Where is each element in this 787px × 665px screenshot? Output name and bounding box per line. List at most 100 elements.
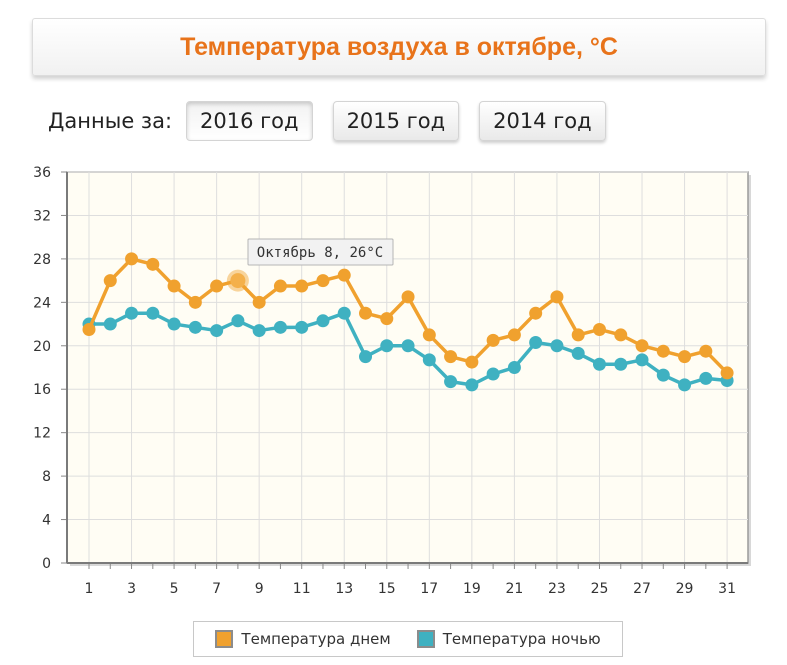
data-point-day: [486, 333, 500, 347]
data-point-day: [720, 366, 734, 380]
legend-swatch-night: [416, 630, 435, 648]
data-point-day: [125, 252, 139, 266]
x-tick-label: 25: [591, 581, 609, 597]
year-button-2014[interactable]: 2014 год: [479, 101, 606, 141]
y-tick-label: 0: [42, 556, 51, 572]
data-point-night: [401, 339, 415, 353]
data-point-day: [592, 322, 606, 336]
data-point-day: [529, 306, 543, 320]
tooltip-text: Октябрь 8, 26°C: [257, 245, 383, 261]
y-tick-label: 24: [33, 295, 51, 311]
data-point-night: [550, 339, 564, 353]
chart-legend: Температура днем Температура ночью: [193, 621, 623, 657]
data-point-night: [486, 367, 500, 381]
x-tick-label: 31: [718, 581, 736, 597]
data-point-day: [444, 350, 458, 364]
legend-swatch-day: [215, 630, 234, 648]
title-bar: Температура воздуха в октябре, °C: [32, 18, 766, 76]
data-point-day: [614, 328, 628, 342]
data-point-day: [337, 268, 351, 282]
legend-item-day[interactable]: Температура днем: [215, 630, 391, 648]
data-point-day: [103, 274, 117, 288]
data-point-day: [167, 279, 181, 293]
legend-item-night[interactable]: Температура ночью: [416, 630, 601, 648]
data-point-night: [273, 320, 287, 334]
x-tick-label: 7: [212, 581, 221, 597]
data-point-night: [359, 350, 373, 364]
x-tick-label: 15: [378, 581, 396, 597]
data-point-night: [252, 324, 266, 338]
data-point-day: [146, 257, 160, 271]
legend-label-night: Температура ночью: [442, 630, 601, 648]
plot-area: [66, 171, 749, 564]
data-point-day: [252, 295, 266, 309]
data-point-night: [614, 357, 628, 371]
data-point-day: [295, 279, 309, 293]
data-point-day: [550, 290, 564, 304]
data-point-night: [337, 306, 351, 320]
data-point-day: [699, 344, 713, 358]
data-point-day: [465, 355, 479, 369]
legend-label-day: Температура днем: [241, 630, 391, 648]
x-tick-label: 9: [255, 581, 264, 597]
y-tick-label: 28: [33, 252, 51, 268]
y-tick-label: 8: [42, 469, 51, 485]
data-point-night: [529, 336, 543, 350]
data-point-night: [507, 361, 521, 374]
data-point-night: [210, 324, 224, 338]
x-tick-label: 1: [85, 581, 94, 597]
year-selector: Данные за: 2016 год 2015 год 2014 год: [48, 100, 626, 142]
data-point-day: [316, 274, 330, 288]
y-tick-label: 16: [33, 382, 51, 398]
data-point-night: [571, 346, 585, 360]
data-point-day: [210, 279, 224, 293]
x-tick-label: 19: [463, 581, 481, 597]
year-button-2015[interactable]: 2015 год: [332, 101, 460, 141]
data-point-night: [146, 306, 160, 320]
page-title: Температура воздуха в октябре, °C: [180, 32, 618, 61]
x-tick-label: 17: [420, 581, 438, 597]
year-selector-label: Данные за:: [48, 109, 173, 133]
data-point-night: [380, 339, 394, 353]
data-point-day: [359, 306, 373, 320]
data-point-day: [273, 279, 287, 293]
data-point-night: [678, 378, 692, 392]
y-tick-label: 36: [33, 165, 51, 181]
data-point-day: [380, 312, 394, 326]
data-point-day: [678, 350, 692, 364]
data-point-night: [316, 314, 330, 328]
data-point-night: [444, 375, 458, 389]
y-tick-label: 4: [42, 513, 51, 529]
x-tick-label: 5: [170, 581, 179, 597]
x-tick-label: 29: [676, 581, 694, 597]
data-point-day: [507, 328, 521, 342]
data-point-night: [167, 317, 181, 331]
data-point-day: [656, 344, 670, 358]
x-tick-label: 21: [505, 581, 523, 597]
data-point-night: [188, 320, 202, 334]
data-point-night: [125, 306, 139, 320]
data-point-day: [571, 328, 585, 342]
data-point-day: [188, 295, 202, 309]
x-tick-label: 23: [548, 581, 566, 597]
x-tick-label: 27: [633, 581, 651, 597]
data-point-day: [635, 339, 649, 353]
data-point-night: [465, 378, 479, 392]
data-point-day: [82, 322, 96, 336]
data-point-night: [103, 317, 117, 331]
data-point-night: [592, 357, 606, 371]
y-tick-label: 20: [33, 339, 51, 355]
data-point-day: [401, 290, 415, 304]
x-tick-label: 11: [293, 581, 311, 597]
highlight-point: [230, 273, 246, 289]
data-point-night: [656, 368, 670, 382]
data-point-night: [635, 353, 649, 367]
x-tick-label: 3: [127, 581, 136, 597]
data-point-day: [422, 328, 436, 342]
data-point-night: [295, 320, 309, 334]
data-point-night: [699, 371, 713, 385]
data-point-night: [422, 353, 436, 367]
y-tick-label: 12: [33, 426, 51, 442]
year-button-2016[interactable]: 2016 год: [186, 101, 313, 141]
